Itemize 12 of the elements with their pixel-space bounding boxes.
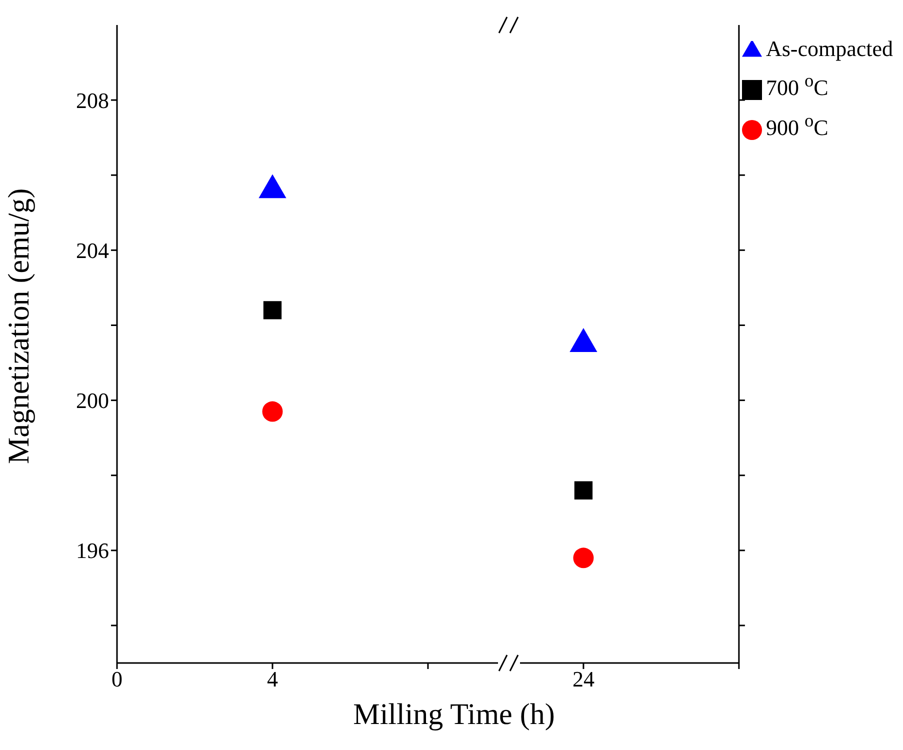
- y-tick-label: 200: [76, 388, 109, 414]
- y-axis-title: Magnetization (emu/g): [2, 188, 36, 464]
- x-tick-label: 24: [572, 666, 594, 692]
- y-tick-label: 204: [76, 238, 109, 263]
- x-tick-label: 0: [112, 666, 122, 692]
- y-tick-label: 196: [76, 538, 109, 564]
- x-tick-label: 4: [266, 666, 278, 692]
- y-tick-label: 208: [76, 88, 109, 113]
- legend-label: 900 $^{o}$C: [766, 110, 828, 140]
- legend-label: As-compacted: [766, 36, 893, 61]
- legend-label: 700 $^{o}$C: [766, 71, 828, 100]
- x-axis-title: Milling Time (h): [352, 698, 556, 732]
